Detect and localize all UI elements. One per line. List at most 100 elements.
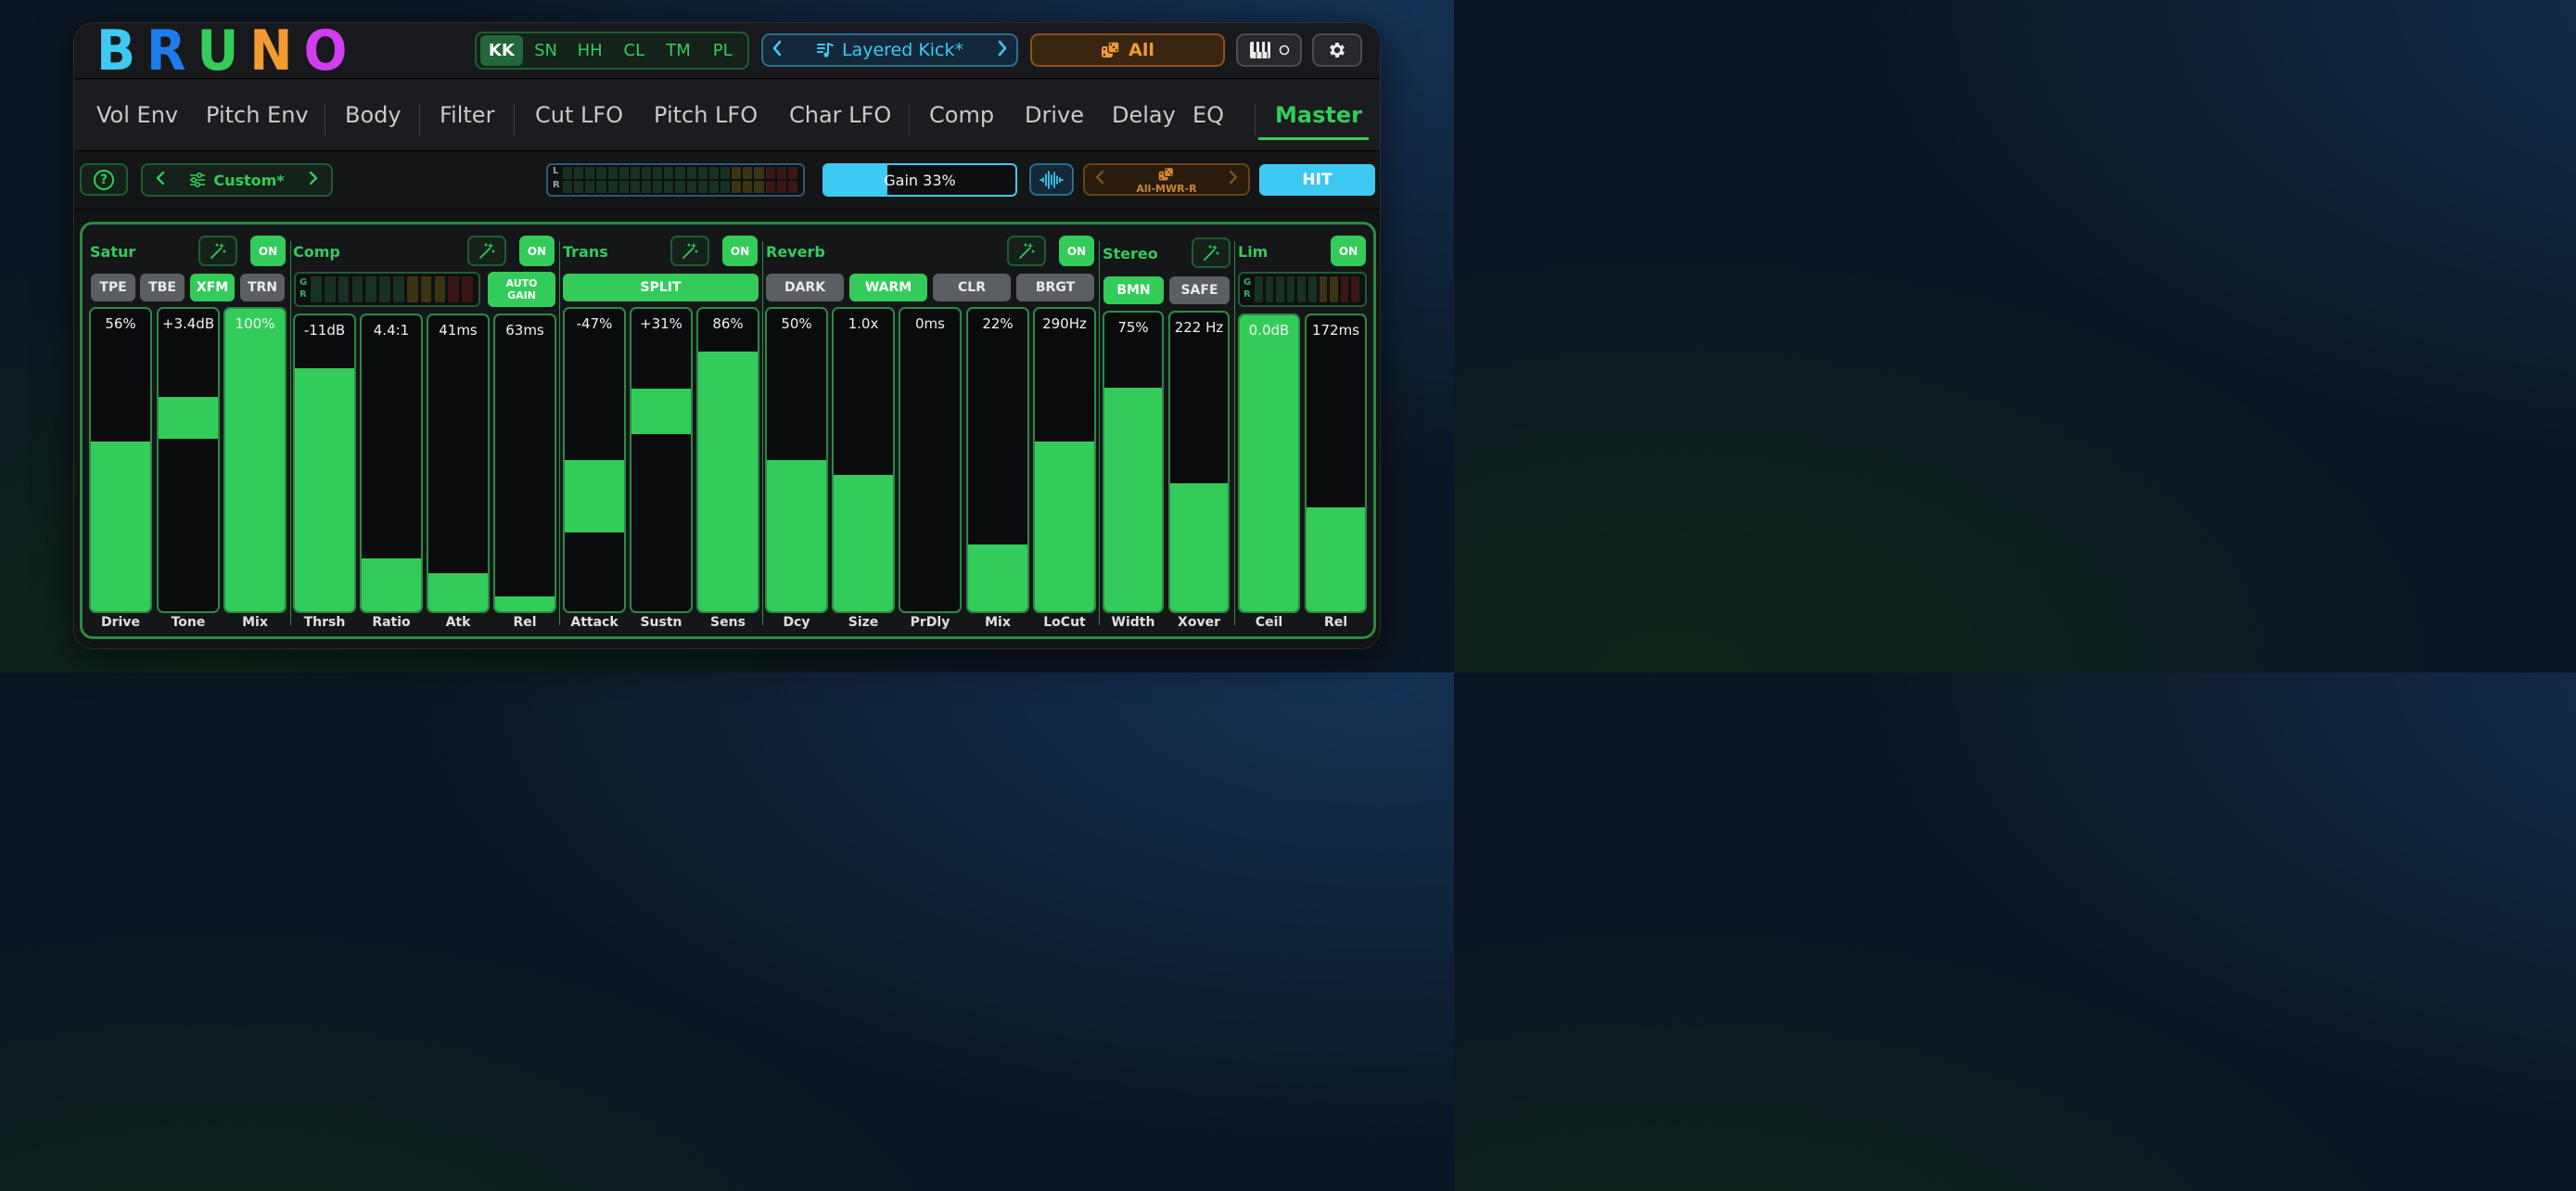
satur-mode-xfm[interactable]: XFM — [190, 274, 235, 301]
lim-on-button[interactable]: ON — [1331, 236, 1366, 266]
slider-fill — [1104, 387, 1162, 611]
preset-name-area[interactable]: Layered Kick* — [791, 40, 988, 60]
reverb-mode-brgt[interactable]: BRGT — [1016, 274, 1094, 301]
hit-button[interactable]: HIT — [1259, 164, 1375, 196]
comp-thrsh-slider[interactable]: -11dB — [293, 314, 356, 613]
reverb-randomize-button[interactable] — [1007, 236, 1046, 266]
lim-rel-slider[interactable]: 172ms — [1305, 314, 1367, 613]
drum-tab-tm[interactable]: TM — [666, 41, 691, 60]
comp-atk-slider[interactable]: 41ms — [427, 314, 490, 613]
meter-cell — [642, 167, 652, 179]
satur-mode-tbe[interactable]: TBE — [140, 274, 185, 301]
randomize-all-button[interactable]: All — [1030, 33, 1225, 67]
satur-mode-tpe[interactable]: TPE — [91, 274, 135, 301]
random-next-button[interactable] — [1218, 170, 1248, 189]
tab-cut-lfo[interactable]: Cut LFO — [535, 102, 624, 128]
help-button[interactable]: ? — [80, 163, 128, 196]
reverb-mode-warm[interactable]: WARM — [849, 274, 927, 301]
tab-char-lfo[interactable]: Char LFO — [789, 102, 892, 128]
drum-tab-kk[interactable]: KK — [480, 35, 523, 66]
reverb-locut-slider[interactable]: 290Hz — [1033, 307, 1096, 613]
comp-on-button[interactable]: ON — [519, 236, 555, 266]
lim-ceil-slider[interactable]: 0.0dB — [1238, 314, 1300, 613]
reverb-prdly-label: PrDly — [910, 615, 950, 630]
module-divider — [1099, 241, 1100, 625]
satur-on-button[interactable]: ON — [250, 236, 286, 266]
random-mode[interactable]: All-MWR-R — [1115, 166, 1218, 194]
slider-fill — [767, 460, 826, 611]
comp-auto-gain-button[interactable]: AUTO GAIN — [488, 272, 555, 307]
gr-cell — [1297, 276, 1306, 302]
gr-cell — [448, 276, 460, 302]
magic-wand-icon — [479, 242, 495, 259]
drum-tab-pl[interactable]: PL — [712, 41, 733, 60]
preset-prev-button[interactable] — [763, 39, 791, 62]
tab-eq[interactable]: EQ — [1192, 102, 1225, 128]
mode-name-area[interactable]: Custom* — [178, 172, 296, 189]
tab-drive[interactable]: Drive — [1025, 102, 1084, 128]
trans-on-button[interactable]: ON — [722, 236, 758, 266]
tab-pitch-lfo[interactable]: Pitch LFO — [654, 102, 759, 128]
meter-cell — [787, 181, 797, 193]
trans-split-button[interactable]: SPLIT — [563, 274, 759, 301]
reverb-prdly-slider[interactable]: 0ms — [899, 307, 962, 613]
tab-delay[interactable]: Delay — [1112, 102, 1176, 128]
lim-gr-meter: G R — [1238, 272, 1367, 307]
reverb-size-slider[interactable]: 1.0x — [832, 307, 895, 613]
reverb-mix-slider[interactable]: 22% — [966, 307, 1029, 613]
slider-value: 222 Hz — [1174, 319, 1224, 336]
slider-fill — [1035, 442, 1094, 611]
stereo-xover-slider[interactable]: 222 Hz — [1168, 311, 1230, 613]
gr-cell — [379, 276, 390, 302]
drum-tab-sn[interactable]: SN — [534, 41, 557, 60]
drum-tab-hh[interactable]: HH — [577, 41, 603, 60]
mode-prev-button[interactable] — [143, 171, 178, 190]
settings-button[interactable] — [1312, 33, 1362, 67]
tab-master[interactable]: Master — [1275, 102, 1362, 128]
meter-cell — [686, 181, 696, 193]
toolbar: ? Custom* L R Gain 33% — [74, 152, 1380, 210]
satur-drive-slider[interactable]: 56% — [89, 307, 152, 613]
drum-tab-cl[interactable]: CL — [623, 41, 645, 60]
trans-sustn-slider[interactable]: +31% — [630, 307, 693, 613]
stereo-mode-safe[interactable]: SAFE — [1169, 276, 1230, 304]
trans-randomize-button[interactable] — [670, 236, 709, 266]
satur-randomize-button[interactable] — [198, 236, 237, 266]
chevron-right-icon — [1229, 170, 1238, 185]
gain-slider[interactable]: Gain 33% — [823, 163, 1017, 197]
tab-filter[interactable]: Filter — [440, 102, 495, 128]
trans-sens-slider[interactable]: 86% — [696, 307, 759, 613]
satur-mix-slider[interactable]: 100% — [223, 307, 287, 613]
comp-randomize-button[interactable] — [467, 236, 506, 266]
module-divider — [1234, 241, 1235, 625]
keyboard-button[interactable] — [1236, 33, 1302, 67]
meter-cell — [618, 181, 629, 193]
tab-vol-env[interactable]: Vol Env — [96, 102, 179, 128]
meter-cell — [697, 167, 708, 179]
logo-letter: U — [197, 22, 239, 83]
trans-sens-label: Sens — [710, 615, 746, 630]
stereo-mode-bmn[interactable]: BMN — [1103, 276, 1164, 304]
slider-value: 1.0x — [848, 315, 879, 332]
stereo-width-slider[interactable]: 75% — [1103, 311, 1164, 613]
reverb-on-button[interactable]: ON — [1059, 236, 1094, 266]
preset-next-button[interactable] — [988, 39, 1016, 62]
mode-next-button[interactable] — [296, 171, 331, 190]
tab-comp[interactable]: Comp — [929, 102, 995, 128]
tab-body[interactable]: Body — [345, 102, 402, 128]
comp-ratio-slider[interactable]: 4.4:1 — [360, 314, 423, 613]
meter-cell — [686, 167, 696, 179]
stereo-randomize-button[interactable] — [1192, 237, 1231, 268]
satur-mode-trn[interactable]: TRN — [240, 274, 285, 301]
trans-attack-slider[interactable]: -47% — [563, 307, 626, 613]
random-prev-button[interactable] — [1085, 170, 1115, 189]
comp-rel-slider[interactable]: 63ms — [493, 314, 556, 613]
reverb-mode-clr[interactable]: CLR — [933, 274, 1011, 301]
tab-pitch-env[interactable]: Pitch Env — [206, 102, 309, 128]
section-tabs: Vol Env Pitch Env Body Filter Cut LFO Pi… — [74, 80, 1380, 151]
lim-ceil-label: Ceil — [1255, 615, 1283, 630]
waveform-button[interactable] — [1029, 163, 1074, 196]
reverb-dcy-slider[interactable]: 50% — [765, 307, 828, 613]
satur-tone-slider[interactable]: +3.4dB — [157, 307, 220, 613]
reverb-mode-dark[interactable]: DARK — [766, 274, 844, 301]
